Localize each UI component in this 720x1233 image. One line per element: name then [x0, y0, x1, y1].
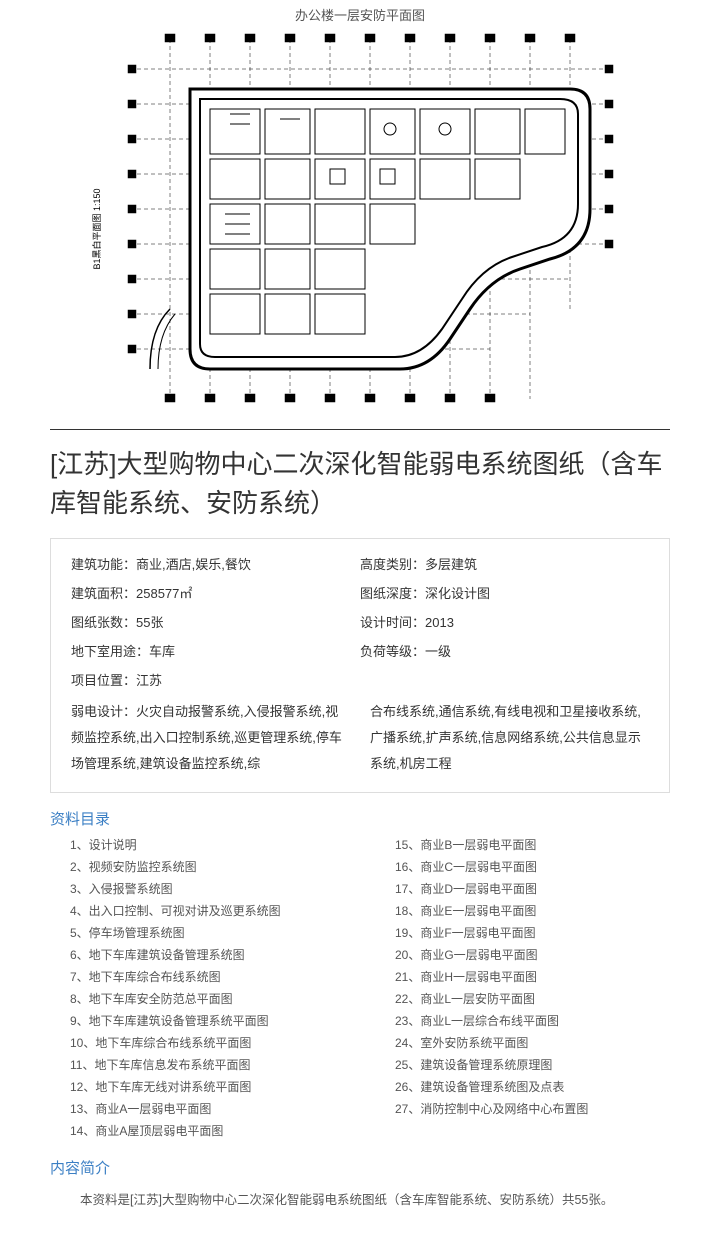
toc-item: 24、室外安防系统平面图	[375, 1037, 670, 1049]
metadata-label: 设计时间：	[360, 615, 425, 630]
toc-item: 14、商业A屋顶层弱电平面图	[50, 1125, 345, 1137]
metadata-row: 建筑面积：258577㎡ 图纸深度：深化设计图	[71, 583, 649, 602]
location-label: 项目位置：	[71, 673, 136, 688]
metadata-value: 2013	[425, 615, 454, 630]
metadata-value: 车库	[149, 644, 175, 659]
toc-item: 3、入侵报警系统图	[50, 883, 345, 895]
toc-item: 9、地下车库建筑设备管理系统平面图	[50, 1015, 345, 1027]
metadata-label: 图纸深度：	[360, 586, 425, 601]
toc-item: 13、商业A一层弱电平面图	[50, 1103, 345, 1115]
toc-item: 27、消防控制中心及网络中心布置图	[375, 1103, 670, 1115]
summary-heading: 内容简介	[50, 1157, 670, 1178]
toc-item: 26、建筑设备管理系统图及点表	[375, 1081, 670, 1093]
toc-item: 11、地下车库信息发布系统平面图	[50, 1059, 345, 1071]
toc-item: 16、商业C一层弱电平面图	[375, 861, 670, 873]
toc-column-2: 15、商业B一层弱电平面图 16、商业C一层弱电平面图 17、商业D一层弱电平面图 1…	[375, 839, 670, 1147]
metadata-row: 建筑功能：商业,酒店,娱乐,餐饮 高度类别：多层建筑	[71, 554, 649, 573]
metadata-label: 图纸张数：	[71, 615, 136, 630]
toc-item: 21、商业H一层弱电平面图	[375, 971, 670, 983]
floor-plan-caption: 办公楼一层安防平面图	[50, 5, 670, 24]
toc-item: 10、地下车库综合布线系统平面图	[50, 1037, 345, 1049]
toc-item: 19、商业F一层弱电平面图	[375, 927, 670, 939]
toc-item: 23、商业L一层综合布线平面图	[375, 1015, 670, 1027]
metadata-value: 商业,酒店,娱乐,餐饮	[136, 557, 251, 572]
toc-item: 22、商业L一层安防平面图	[375, 993, 670, 1005]
location-value: 江苏	[136, 673, 162, 688]
toc-item: 17、商业D一层弱电平面图	[375, 883, 670, 895]
page-title: [江苏]大型购物中心二次深化智能弱电系统图纸（含车库智能系统、安防系统）	[50, 445, 670, 523]
toc-item: 18、商业E一层弱电平面图	[375, 905, 670, 917]
metadata-label: 建筑面积：	[71, 586, 136, 601]
toc-item: 8、地下车库安全防范总平面图	[50, 993, 345, 1005]
metadata-label: 高度类别：	[360, 557, 425, 572]
toc-item: 2、视频安防监控系统图	[50, 861, 345, 873]
metadata-label: 建筑功能：	[71, 557, 136, 572]
toc-item: 5、停车场管理系统图	[50, 927, 345, 939]
metadata-row: 图纸张数：55张 设计时间：2013	[71, 612, 649, 631]
metadata-row: 地下室用途：车库 负荷等级：一级	[71, 641, 649, 660]
floor-plan-side-label: B1黑白平面图 1:150	[91, 188, 102, 269]
floor-plan-image: B1黑白平面图 1:150	[50, 29, 670, 409]
metadata-value: 多层建筑	[425, 557, 477, 572]
toc-item: 20、商业G一层弱电平面图	[375, 949, 670, 961]
design-text-right: 合布线系统,通信系统,有线电视和卫星接收系统,广播系统,扩声系统,信息网络系统,…	[370, 704, 641, 771]
metadata-value: 55张	[136, 615, 163, 630]
metadata-value: 258577㎡	[136, 586, 192, 601]
toc-item: 12、地下车库无线对讲系统平面图	[50, 1081, 345, 1093]
design-label: 弱电设计：	[71, 704, 136, 719]
metadata-panel: 建筑功能：商业,酒店,娱乐,餐饮 高度类别：多层建筑建筑面积：258577㎡ 图纸深…	[50, 538, 670, 793]
toc-item: 4、出入口控制、可视对讲及巡更系统图	[50, 905, 345, 917]
toc-column-1: 1、设计说明 2、视频安防监控系统图 3、入侵报警系统图 4、出入口控制、可视对讲及巡…	[50, 839, 345, 1147]
metadata-label: 负荷等级：	[360, 644, 425, 659]
metadata-value: 一级	[425, 644, 451, 659]
toc-heading: 资料目录	[50, 808, 670, 829]
toc-item: 7、地下车库综合布线系统图	[50, 971, 345, 983]
summary-text: 本资料是[江苏]大型购物中心二次深化智能弱电系统图纸（含车库智能系统、安防系统）…	[50, 1188, 670, 1213]
toc-item: 15、商业B一层弱电平面图	[375, 839, 670, 851]
toc-item: 6、地下车库建筑设备管理系统图	[50, 949, 345, 961]
toc-item: 1、设计说明	[50, 839, 345, 851]
metadata-label: 地下室用途：	[71, 644, 149, 659]
toc-item: 25、建筑设备管理系统原理图	[375, 1059, 670, 1071]
metadata-value: 深化设计图	[425, 586, 490, 601]
